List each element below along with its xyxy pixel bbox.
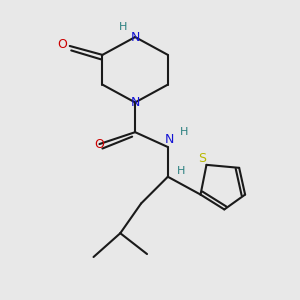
Text: N: N xyxy=(130,31,140,44)
Text: H: H xyxy=(119,22,128,32)
Text: N: N xyxy=(165,133,174,146)
Text: S: S xyxy=(198,152,206,165)
Text: H: H xyxy=(177,166,185,176)
Text: N: N xyxy=(130,96,140,109)
Text: O: O xyxy=(94,138,104,151)
Text: O: O xyxy=(57,38,67,51)
Text: H: H xyxy=(180,127,188,137)
